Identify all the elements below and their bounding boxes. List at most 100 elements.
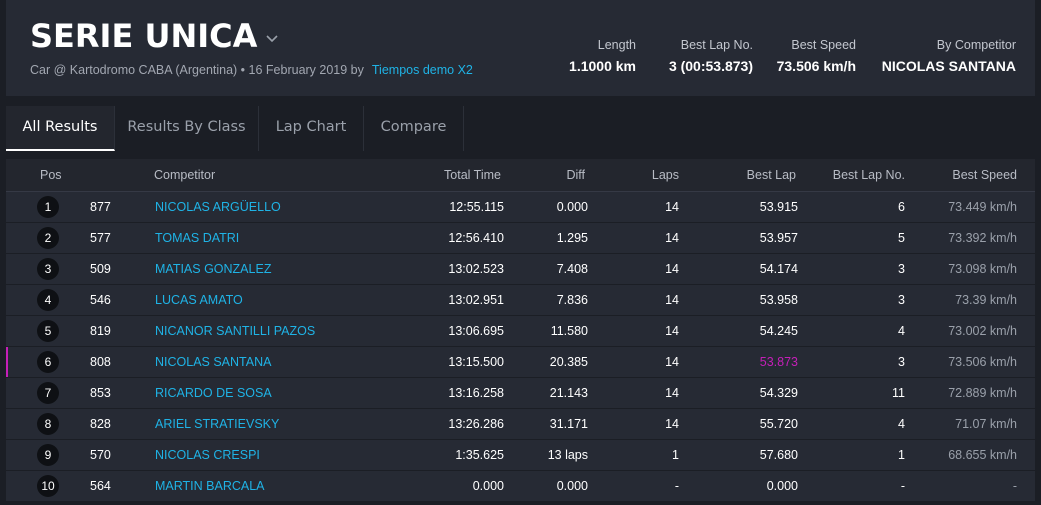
diff: 0.000	[556, 200, 588, 214]
laps: -	[674, 479, 679, 493]
position-badge: 9	[37, 444, 59, 466]
best-lap: 53.915	[759, 200, 798, 214]
kart-number: 853	[90, 386, 111, 400]
laps: 14	[665, 324, 679, 338]
kart-number: 546	[90, 293, 111, 307]
diff: 21.143	[549, 386, 588, 400]
competitor-link[interactable]: MATIAS GONZALEZ	[155, 262, 272, 276]
best-lap-no: 11	[892, 386, 905, 400]
table-body: 1 877 NICOLAS ARGÜELLO 12:55.115 0.000 14 53.9…	[6, 192, 1035, 502]
best-lap: 55.720	[759, 417, 798, 431]
diff: 31.171	[549, 417, 588, 431]
diff: 20.385	[549, 355, 588, 369]
laps: 14	[665, 417, 679, 431]
competitor-link[interactable]: LUCAS AMATO	[155, 293, 243, 307]
best-speed: 73.449 km/h	[948, 200, 1017, 214]
competitor-link[interactable]: NICOLAS SANTANA	[155, 355, 272, 369]
stat-by-competitor: By Competitor NICOLAS SANTANA	[882, 38, 1016, 74]
total-time: 13:16.258	[448, 386, 504, 400]
best-speed: 73.002 km/h	[948, 324, 1017, 338]
table-row[interactable]: 9 570 NICOLAS CRESPI 1:35.625 13 laps 1 57.680…	[6, 440, 1035, 471]
header-best-speed[interactable]: Best Speed	[952, 168, 1017, 182]
position-badge: 4	[37, 289, 59, 311]
total-time: 13:02.951	[448, 293, 504, 307]
competitor-link[interactable]: MARTIN BARCALA	[155, 479, 265, 493]
laps: 14	[665, 293, 679, 307]
results-tabs: All Results Results By Class Lap Chart C…	[6, 106, 1035, 151]
position-badge: 6	[37, 351, 59, 373]
kart-number: 808	[90, 355, 111, 369]
header-best-lap-no[interactable]: Best Lap No.	[832, 168, 905, 182]
table-row[interactable]: 2 577 TOMAS DATRI 12:56.410 1.295 14 53.957 5 73…	[6, 223, 1035, 254]
position-badge: 10	[37, 475, 59, 497]
total-time: 0.000	[472, 479, 504, 493]
table-row[interactable]: 10 564 MARTIN BARCALA 0.000 0.000 - 0.000 - -	[6, 471, 1035, 502]
table-row[interactable]: 3 509 MATIAS GONZALEZ 13:02.523 7.408 14 54.17…	[6, 254, 1035, 285]
table-header: Pos Competitor Total Time Diff Laps Best…	[6, 159, 1035, 192]
kart-number: 570	[90, 448, 111, 462]
best-lap-no: 1	[898, 448, 905, 462]
tab-all-results[interactable]: All Results	[6, 106, 115, 151]
chevron-down-icon[interactable]	[265, 32, 279, 46]
total-time: 12:55.115	[449, 200, 504, 214]
header-pos[interactable]: Pos	[40, 168, 62, 182]
position-badge: 7	[37, 382, 59, 404]
competitor-link[interactable]: RICARDO DE SOSA	[155, 386, 272, 400]
header-diff[interactable]: Diff	[566, 168, 585, 182]
best-lap-no: 4	[898, 417, 905, 431]
page-title: SERIE UNICA	[30, 17, 258, 55]
table-row[interactable]: 4 546 LUCAS AMATO 13:02.951 7.836 14 53.958 3 73…	[6, 285, 1035, 316]
laps: 14	[665, 262, 679, 276]
laps: 1	[672, 448, 679, 462]
diff: 1.295	[556, 231, 588, 245]
table-row[interactable]: 7 853 RICARDO DE SOSA 13:16.258 21.143 14 54.3…	[6, 378, 1035, 409]
best-lap-no: 3	[898, 293, 905, 307]
total-time: 12:56.410	[448, 231, 504, 245]
diff: 7.836	[556, 293, 588, 307]
kart-number: 877	[90, 200, 111, 214]
stat-label: By Competitor	[936, 38, 1016, 52]
kart-number: 564	[90, 479, 111, 493]
kart-number: 509	[90, 262, 111, 276]
stat-label: Best Lap No.	[680, 38, 753, 52]
competitor-link[interactable]: ARIEL STRATIEVSKY	[155, 417, 280, 431]
table-row[interactable]: 6 808 NICOLAS SANTANA 13:15.500 20.385 14 53.8…	[6, 347, 1035, 378]
kart-number: 828	[90, 417, 111, 431]
competitor-link[interactable]: TOMAS DATRI	[155, 231, 240, 245]
table-row[interactable]: 5 819 NICANOR SANTILLI PAZOS 13:06.695 11.58…	[6, 316, 1035, 347]
total-time: 13:06.695	[448, 324, 504, 338]
tab-lap-chart[interactable]: Lap Chart	[259, 106, 364, 151]
laps: 14	[665, 231, 679, 245]
tab-results-by-class[interactable]: Results By Class	[115, 106, 259, 151]
header-competitor[interactable]: Competitor	[154, 168, 216, 182]
table-row[interactable]: 1 877 NICOLAS ARGÜELLO 12:55.115 0.000 14 53.9…	[6, 192, 1035, 223]
total-time: 13:02.523	[448, 262, 504, 276]
stat-label: Best Speed	[791, 38, 856, 52]
laps: 14	[665, 386, 679, 400]
best-lap-no: 3	[898, 355, 905, 369]
kart-number: 819	[90, 324, 111, 338]
position-badge: 8	[37, 413, 59, 435]
organizer-link[interactable]: Tiempos demo X2	[371, 63, 473, 77]
header-laps[interactable]: Laps	[651, 168, 679, 182]
stat-best-lap-no: Best Lap No. 3 (00:53.873)	[669, 38, 753, 74]
header-total-time[interactable]: Total Time	[444, 168, 501, 182]
laps: 14	[665, 355, 679, 369]
laps: 14	[665, 200, 679, 214]
best-speed: 72.889 km/h	[948, 386, 1017, 400]
tab-compare[interactable]: Compare	[364, 106, 464, 151]
best-lap: 53.958	[759, 293, 798, 307]
best-lap: 54.174	[759, 262, 798, 276]
event-info: Car @ Kartodromo CABA (Argentina) • 16 F…	[30, 63, 364, 77]
stat-best-speed: Best Speed 73.506 km/h	[777, 38, 856, 74]
diff: 13 laps	[547, 448, 588, 462]
best-speed: 73.098 km/h	[948, 262, 1017, 276]
total-time: 13:26.286	[448, 417, 504, 431]
competitor-link[interactable]: NICOLAS CRESPI	[155, 448, 260, 462]
header-best-lap[interactable]: Best Lap	[746, 168, 796, 182]
competitor-link[interactable]: NICOLAS ARGÜELLO	[155, 200, 281, 214]
competitor-link[interactable]: NICANOR SANTILLI PAZOS	[155, 324, 316, 338]
title-row[interactable]: SERIE UNICA	[30, 17, 279, 55]
diff: 0.000	[556, 479, 588, 493]
table-row[interactable]: 8 828 ARIEL STRATIEVSKY 13:26.286 31.171 14 55…	[6, 409, 1035, 440]
